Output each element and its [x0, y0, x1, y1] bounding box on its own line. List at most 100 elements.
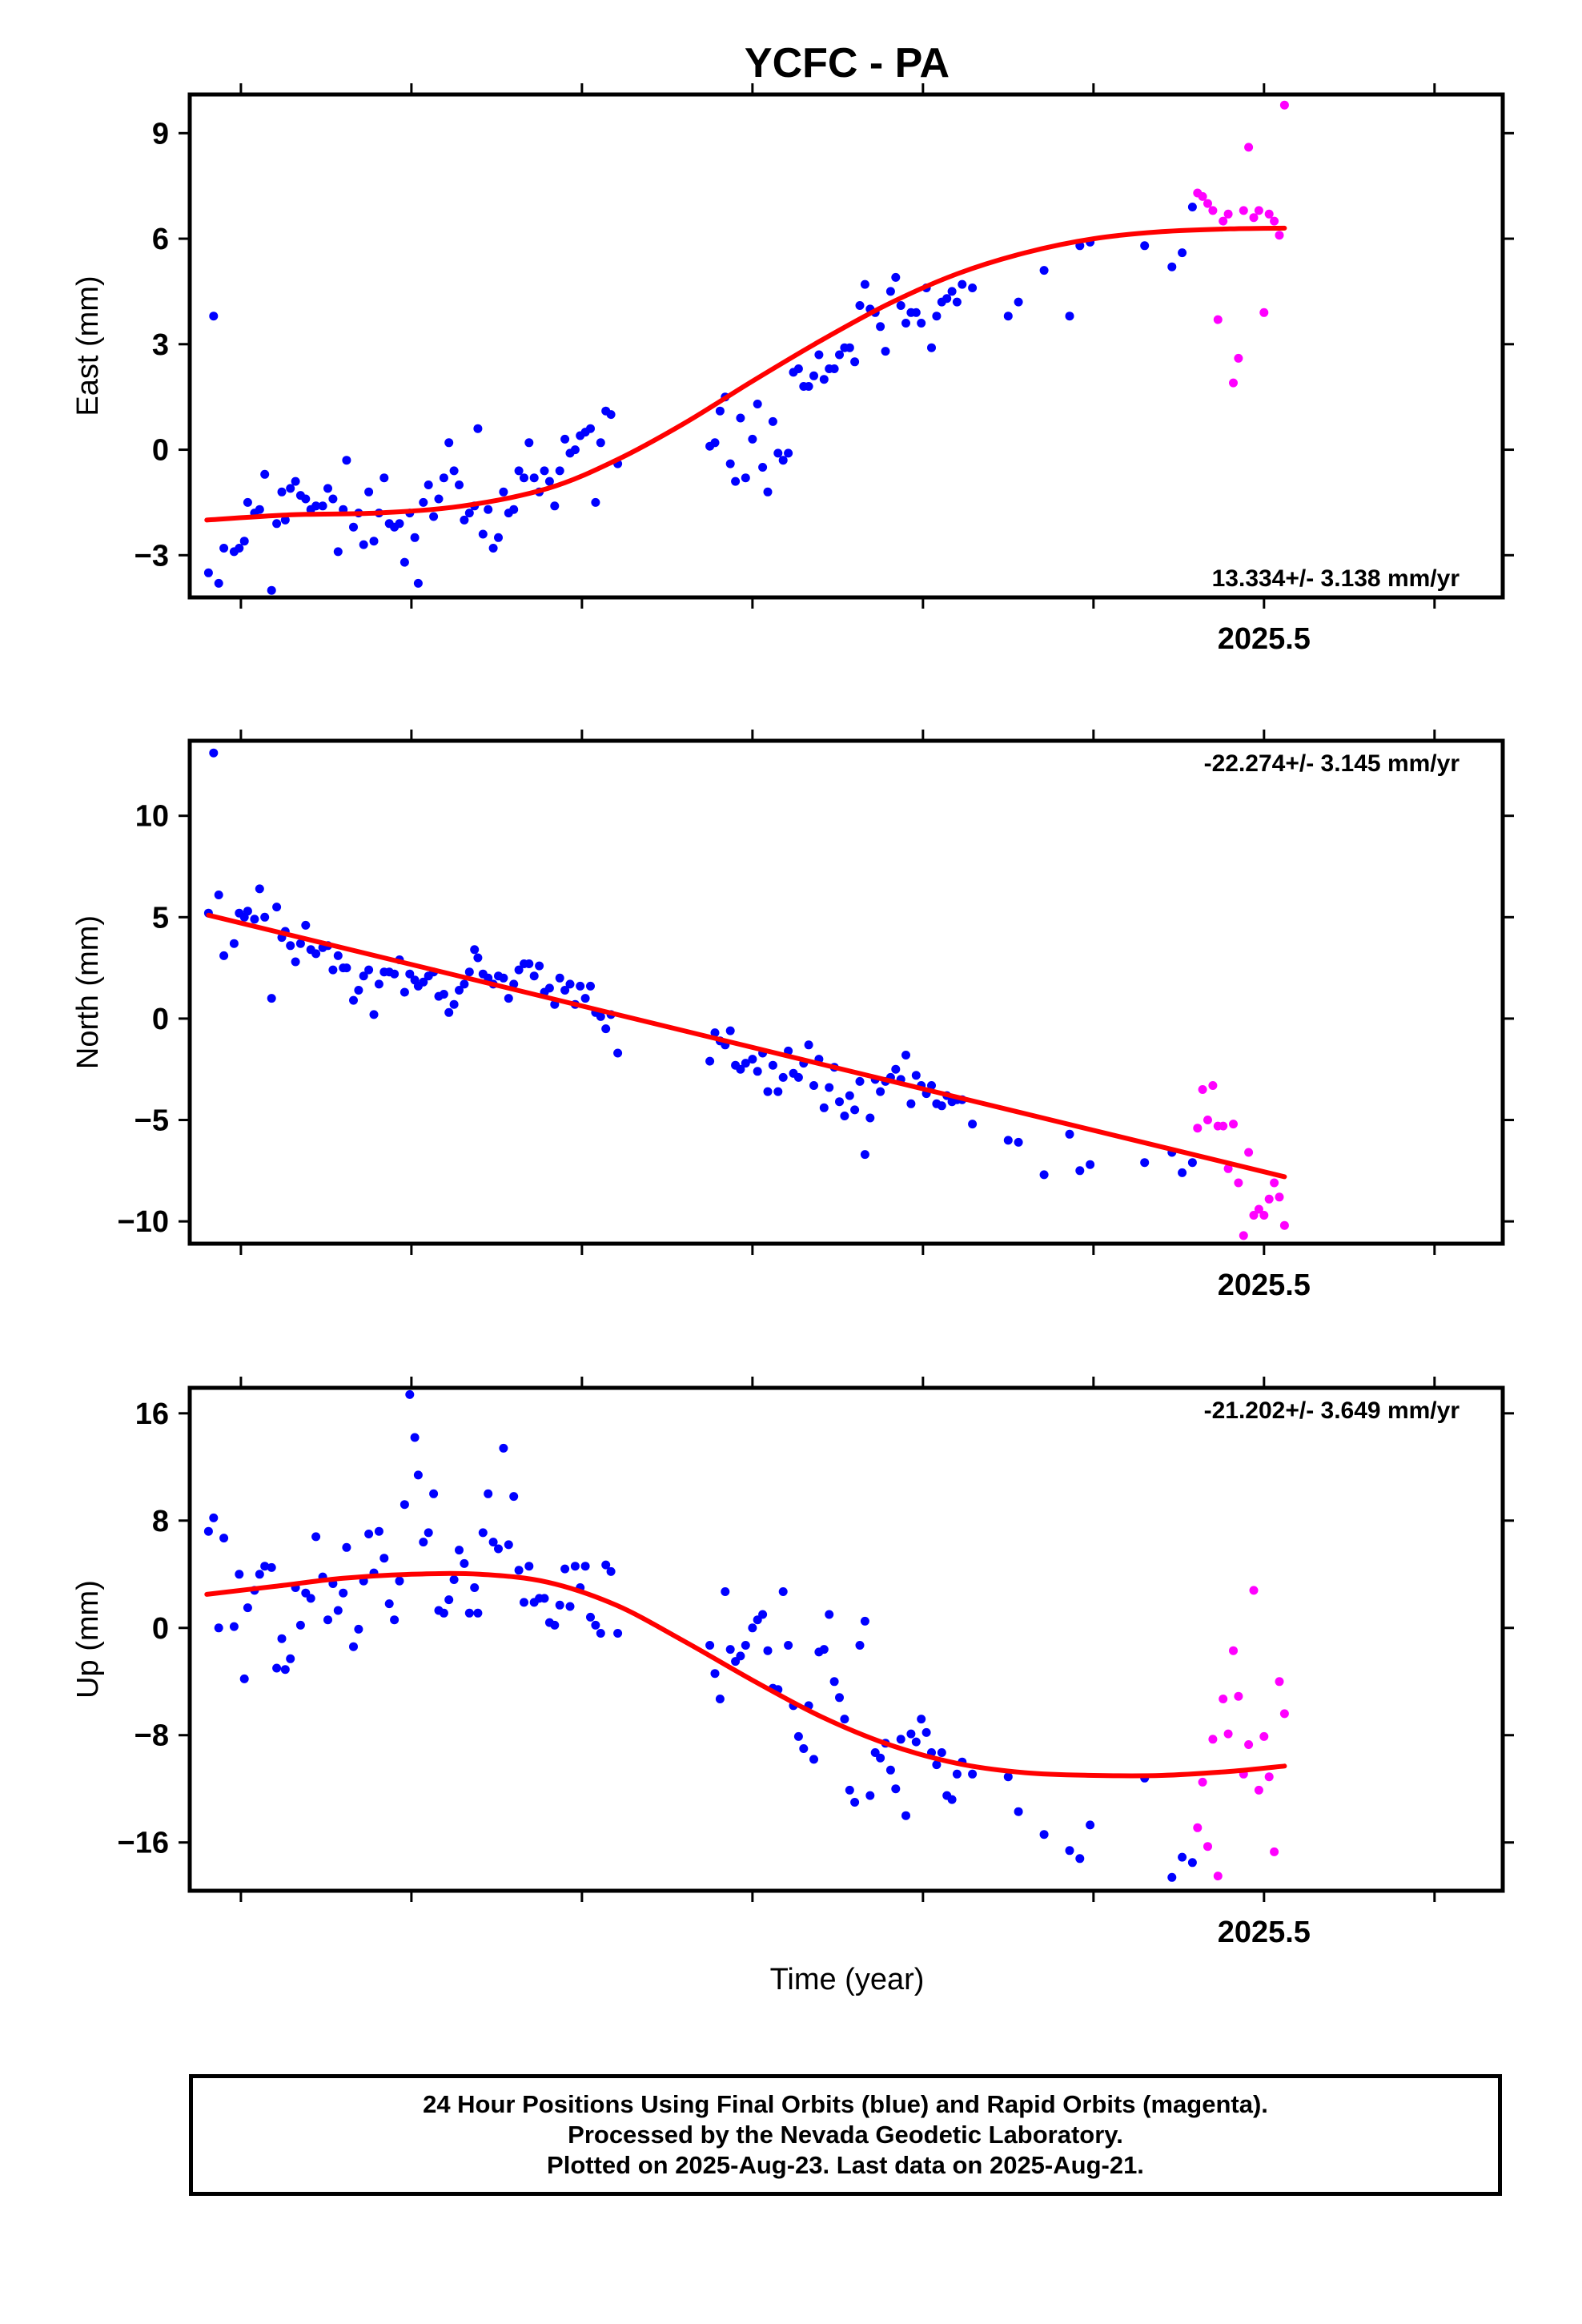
north-final-point — [455, 986, 464, 995]
north-final-point — [364, 965, 374, 975]
up-rapid-point — [1254, 1785, 1263, 1795]
east-final-point — [1178, 248, 1187, 258]
east-final-point — [778, 456, 788, 465]
up-final-point — [333, 1606, 343, 1615]
east-fit-line — [204, 225, 1287, 523]
north-final-point — [405, 969, 415, 979]
north-final-point — [580, 994, 590, 1003]
east-final-point — [570, 445, 580, 455]
east-final-point — [911, 308, 921, 317]
north-final-point — [286, 941, 295, 951]
north-final-point — [419, 977, 428, 987]
east-final-point — [444, 438, 454, 448]
east-final-point — [1167, 262, 1177, 271]
east-final-point — [524, 438, 534, 448]
north-y-tick-label: 0 — [152, 1003, 169, 1036]
east-final-point — [725, 459, 735, 468]
north-rapid-point — [1275, 1192, 1284, 1202]
east-final-point — [439, 473, 448, 483]
east-final-point — [596, 438, 605, 448]
east-final-point — [768, 416, 777, 426]
north-final-point — [499, 973, 508, 983]
up-final-point — [449, 1575, 459, 1584]
up-final-point — [586, 1612, 595, 1622]
up-final-point — [1065, 1846, 1074, 1856]
up-final-point — [364, 1530, 374, 1538]
up-rapid-point — [1213, 1872, 1223, 1881]
up-final-point — [342, 1542, 351, 1552]
north-rapid-point — [1244, 1148, 1254, 1157]
up-y-tick-label: 0 — [152, 1612, 169, 1646]
up-final-point — [947, 1795, 957, 1804]
east-final-point — [520, 473, 528, 483]
east-final-point — [891, 272, 901, 282]
up-rapid-point — [1279, 1709, 1289, 1719]
up-final-point — [855, 1641, 865, 1650]
north-final-point — [876, 1087, 885, 1096]
up-final-point — [829, 1677, 839, 1687]
north-final-point — [1140, 1158, 1150, 1168]
east-final-point — [413, 578, 423, 588]
east-final-point — [410, 533, 420, 542]
north-final-point — [214, 891, 223, 899]
up-final-point — [494, 1544, 503, 1554]
north-final-point — [514, 965, 524, 975]
north-final-point — [311, 949, 321, 959]
north-rapid-point — [1254, 1204, 1263, 1214]
east-final-point — [328, 494, 338, 504]
east-final-point — [369, 537, 379, 546]
east-final-point — [1039, 266, 1049, 275]
east-final-point — [280, 515, 290, 525]
up-final-point — [793, 1731, 803, 1741]
east-rapid-point — [1234, 353, 1243, 363]
north-final-point — [860, 1150, 869, 1160]
up-rapid-point — [1219, 1695, 1228, 1703]
east-y-tick-label: 0 — [152, 434, 169, 468]
up-final-point — [379, 1554, 389, 1563]
north-final-point — [891, 1064, 901, 1074]
up-final-point — [906, 1729, 916, 1739]
north-final-point — [793, 1072, 803, 1082]
north-final-point — [524, 959, 534, 968]
east-final-point — [364, 487, 374, 497]
east-rapid-point — [1219, 216, 1228, 226]
east-final-point — [318, 501, 327, 511]
east-final-point — [359, 540, 368, 549]
east-y-tick-label: 6 — [152, 223, 169, 256]
north-final-point — [613, 1048, 623, 1058]
up-final-point — [932, 1760, 942, 1770]
east-final-point — [804, 382, 813, 391]
north-final-point — [865, 1113, 875, 1123]
up-final-point — [570, 1562, 580, 1571]
east-final-point — [291, 476, 300, 486]
up-final-point — [235, 1570, 244, 1579]
east-final-point — [741, 473, 750, 483]
east-final-point — [850, 357, 860, 367]
north-final-point — [473, 953, 483, 963]
north-final-point — [449, 999, 459, 1009]
up-final-point — [1167, 1872, 1177, 1882]
east-final-point — [429, 512, 439, 521]
east-y-tick-label: 3 — [152, 328, 169, 362]
east-final-point — [901, 319, 910, 328]
up-final-point — [540, 1594, 549, 1603]
east-final-point — [927, 343, 936, 352]
east-final-point — [731, 476, 741, 486]
east-rapid-point — [1213, 315, 1223, 324]
east-final-point — [968, 283, 978, 292]
east-final-point — [272, 519, 282, 529]
east-final-point — [301, 494, 311, 504]
north-final-point — [342, 963, 351, 973]
north-final-point — [809, 1081, 818, 1090]
up-final-point — [504, 1540, 513, 1550]
east-final-point — [881, 347, 890, 356]
up-final-point — [400, 1500, 409, 1510]
east-final-point — [917, 319, 926, 328]
north-final-point — [470, 945, 480, 955]
up-final-point — [860, 1616, 869, 1626]
north-final-point — [374, 979, 383, 989]
up-final-point — [1086, 1820, 1095, 1830]
up-rapid-point — [1193, 1823, 1203, 1832]
up-final-point — [295, 1620, 305, 1630]
north-final-point — [753, 1067, 762, 1076]
